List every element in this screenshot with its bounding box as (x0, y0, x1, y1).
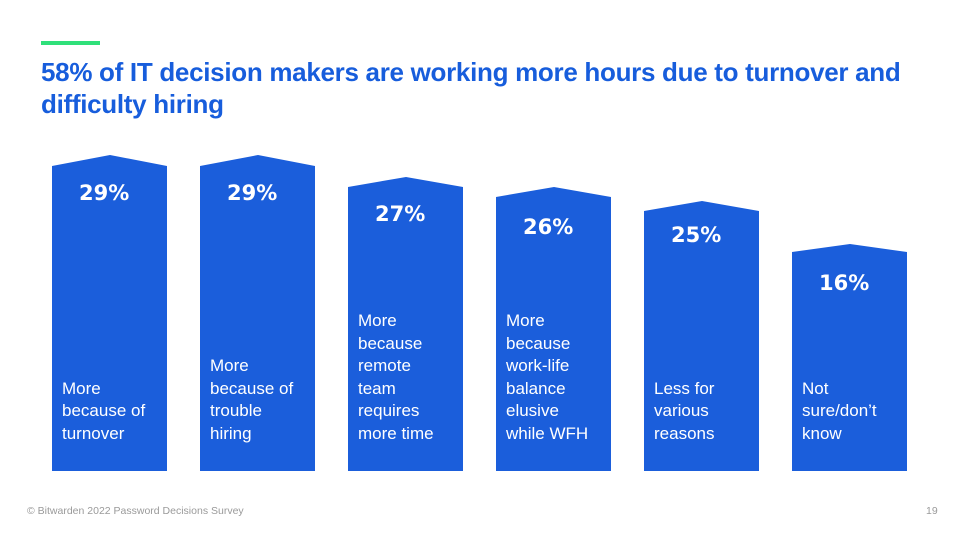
bar-not-sure: 16% Not sure/don’t know (792, 244, 907, 471)
bar-shape (348, 177, 463, 471)
bar-label: Less for various reasons (654, 378, 715, 443)
bar-shape (644, 201, 759, 471)
bar-less-various: 25% Less for various reasons (644, 201, 759, 471)
bar-value: 26% (523, 215, 574, 239)
bar-value: 29% (79, 181, 130, 205)
bar-value: 29% (227, 181, 278, 205)
bar-turnover: 29% More because of turnover (52, 155, 167, 471)
accent-line (41, 41, 100, 45)
bar-shape (496, 187, 611, 471)
bar-shape (792, 244, 907, 471)
bar-label: More because work-life balance elusive w… (506, 311, 589, 443)
bar-value: 25% (671, 223, 722, 247)
page-number: 19 (926, 505, 938, 517)
bar-label: More because of turnover (62, 378, 146, 443)
bar-value: 27% (375, 202, 426, 226)
bar-value: 16% (819, 271, 870, 295)
bar-label: More because remote team requires more t… (358, 311, 434, 443)
bar-label: More because of trouble hiring (210, 356, 294, 443)
bar-label: Not sure/don’t know (802, 378, 877, 443)
bar-shape (200, 155, 315, 471)
footer-copyright: © Bitwarden 2022 Password Decisions Surv… (27, 505, 244, 517)
bar-remote-team: 27% More because remote team requires mo… (348, 177, 463, 471)
bar-trouble-hiring: 29% More because of trouble hiring (200, 155, 315, 471)
bar-work-life-balance: 26% More because work-life balance elusi… (496, 187, 611, 471)
bar-shape (52, 155, 167, 471)
slide-title: 58% of IT decision makers are working mo… (41, 57, 901, 119)
